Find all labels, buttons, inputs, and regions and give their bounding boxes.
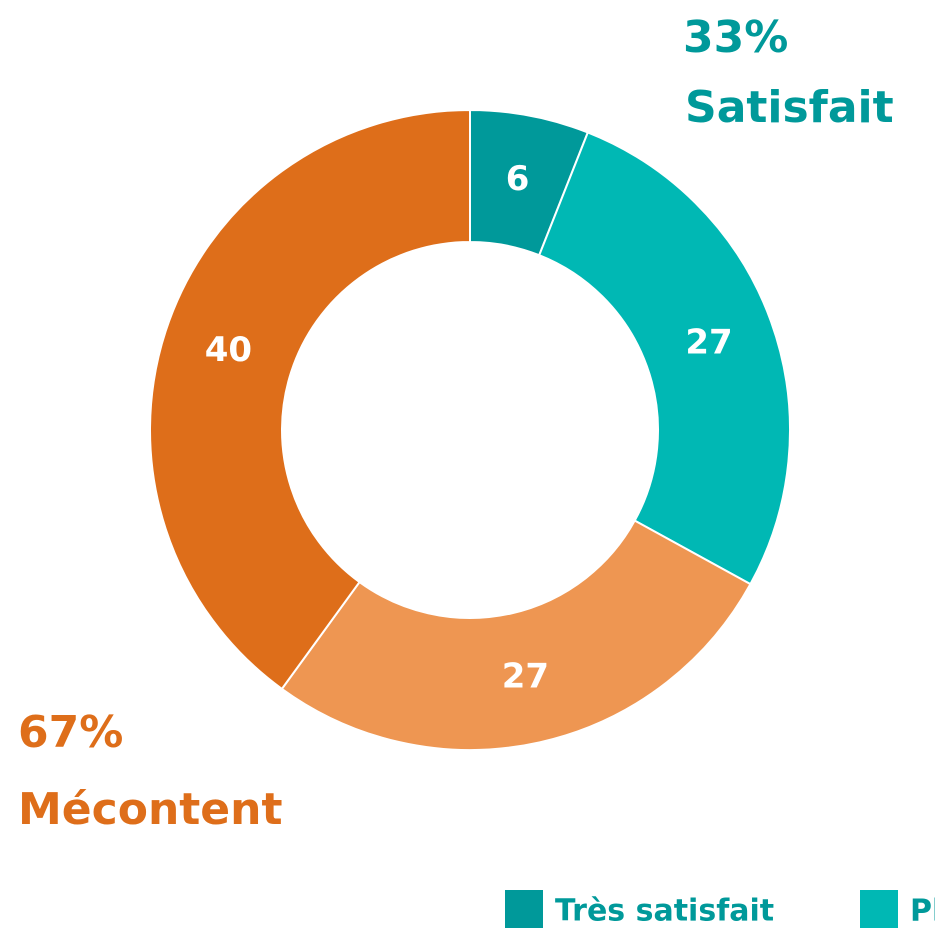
data-label: 6 [506,159,530,199]
legend-label: Très satisfait [555,894,774,929]
group-percent: 33% [683,12,788,63]
data-label: 27 [685,322,732,362]
group-percent: 67% [18,707,123,758]
group-name: Satisfait [685,82,894,133]
donut-slice [280,519,752,751]
donut-slice [149,108,471,691]
data-label: 40 [205,330,252,370]
data-label: 27 [502,656,549,696]
legend-label: Pl [910,894,935,929]
legend-swatch [505,890,543,928]
legend-swatch [860,890,898,928]
group-name: Mécontent [18,784,283,835]
donut-slice [537,131,791,586]
